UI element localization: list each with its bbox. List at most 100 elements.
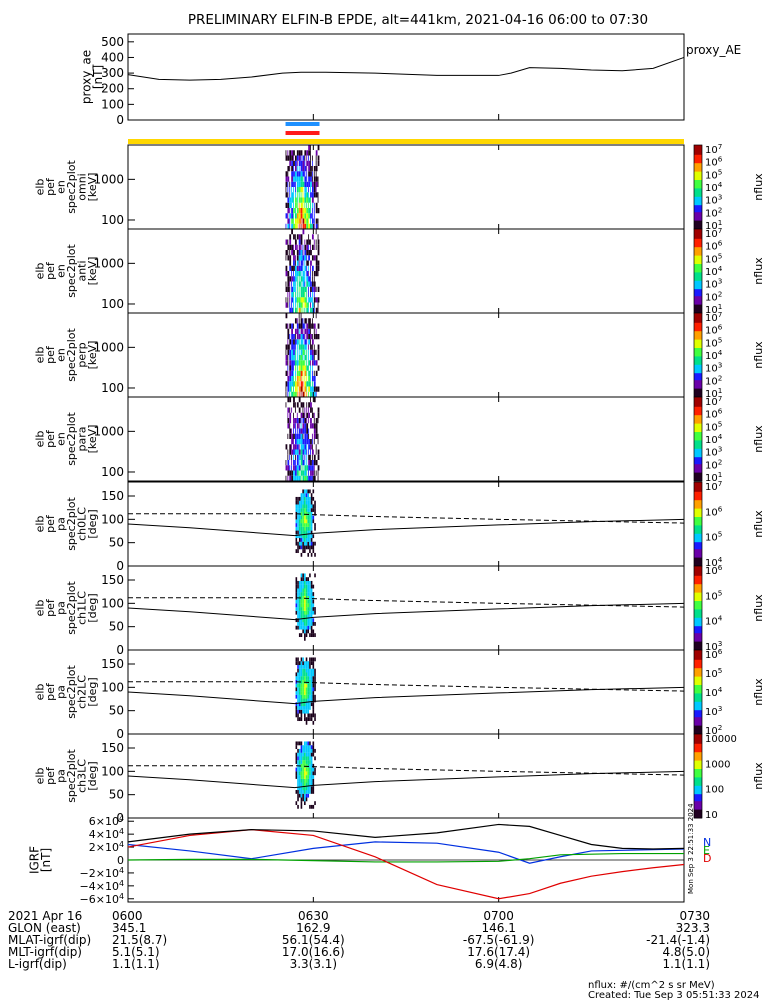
colorbar-step [694, 522, 702, 525]
spec-cell [305, 622, 308, 626]
colorbar-step [694, 285, 702, 287]
colorbar-step [694, 535, 702, 538]
colorbar-step [694, 385, 702, 388]
spec-cell [291, 454, 293, 460]
spec-cell [317, 260, 320, 266]
colorbar-step [694, 549, 702, 552]
colorbar-step [694, 224, 702, 227]
spec-cell [306, 391, 308, 397]
colorbar-step [694, 476, 702, 479]
spec-cell [308, 328, 310, 334]
spec-cell [304, 307, 306, 313]
colorbar-step [694, 731, 702, 734]
spec-cell [298, 323, 301, 329]
spec-cell [291, 360, 293, 366]
spec-cell [305, 496, 308, 501]
spec-cell [315, 255, 318, 261]
spec-cell [302, 534, 304, 539]
colorbar-step [694, 317, 702, 320]
colorbar-step [694, 390, 702, 392]
colorbar-step [694, 630, 702, 633]
spec-cell [312, 607, 315, 611]
spec-cell [310, 584, 313, 589]
colorbar-step [694, 805, 702, 808]
footer-row-label: GLON (east) [8, 921, 81, 935]
spec-cell [310, 592, 313, 596]
spec-cell [306, 171, 308, 177]
colorbar-step [694, 397, 702, 399]
spec-cell [310, 265, 311, 271]
spec-cell [291, 433, 293, 439]
spec-cell [294, 187, 296, 193]
spec-cell [309, 614, 311, 619]
spec-cell [297, 515, 299, 520]
spec-cell [306, 402, 308, 408]
spec-cell [311, 271, 313, 277]
spec-cell [307, 580, 310, 585]
footer-value: 0600 [112, 909, 143, 923]
spec-cell [294, 475, 297, 481]
spec-cell [300, 292, 303, 298]
spec-cell [309, 618, 311, 623]
spec-cell [298, 407, 301, 413]
spec-cell [305, 782, 308, 787]
spec-cell [298, 202, 300, 208]
spec-cell [298, 519, 301, 524]
colorbar-step [694, 353, 702, 356]
spec-cell [311, 365, 313, 371]
spec-cell [310, 610, 313, 615]
spec-cell [298, 470, 300, 476]
colorbar-step [694, 543, 702, 546]
colorbar-step [694, 399, 702, 402]
colorbar-step [694, 750, 702, 753]
spec-cell [293, 244, 294, 250]
spec-cell [291, 192, 293, 198]
spec-cell [312, 657, 315, 662]
spec-cell [305, 511, 308, 516]
colorbar-step [694, 367, 702, 370]
spec-cell [310, 286, 312, 292]
colorbar-step [694, 636, 702, 638]
spec-cell [317, 386, 320, 392]
spec-cell [302, 523, 304, 527]
panel-ylabel-line: [deg] [86, 761, 99, 790]
spec-cell [298, 500, 301, 505]
spec-cell [308, 276, 310, 282]
spec-cell [304, 683, 306, 688]
colorbar-step [694, 741, 702, 743]
spec-cell [310, 804, 313, 809]
spec-cell [289, 208, 291, 214]
spec-cell [297, 797, 299, 802]
colorbar-step [694, 411, 702, 413]
spec-cell [298, 460, 300, 466]
spec-cell [313, 271, 316, 277]
igrf-series-F [127, 823, 685, 850]
spec-cell [313, 276, 315, 282]
spec-cell [310, 763, 313, 768]
spec-cell [309, 573, 311, 578]
spec-cell [297, 614, 299, 619]
colorbar-step [694, 297, 702, 300]
colorbar-step [694, 202, 702, 205]
spec-cell [307, 545, 310, 550]
colorbar-step [694, 721, 702, 724]
spec-cell [300, 197, 303, 203]
spec-cell [305, 603, 308, 608]
spec-cell [310, 292, 311, 298]
spec-cell [293, 202, 294, 208]
colorbar-step [694, 198, 702, 201]
spec-cell [285, 381, 288, 387]
spec-cell [297, 782, 299, 787]
spec-cell [289, 286, 291, 292]
spec-cell [294, 444, 297, 450]
spec-cell [312, 549, 315, 554]
spec-cell [311, 208, 313, 214]
spec-cell [310, 423, 312, 429]
spec-cell [310, 523, 313, 527]
spec-cell [307, 538, 310, 542]
spec-cell [309, 657, 311, 662]
colorbar-step [694, 490, 702, 493]
colorbar-step [694, 429, 702, 432]
spec-cell [293, 433, 295, 439]
spec-cell [317, 439, 319, 445]
